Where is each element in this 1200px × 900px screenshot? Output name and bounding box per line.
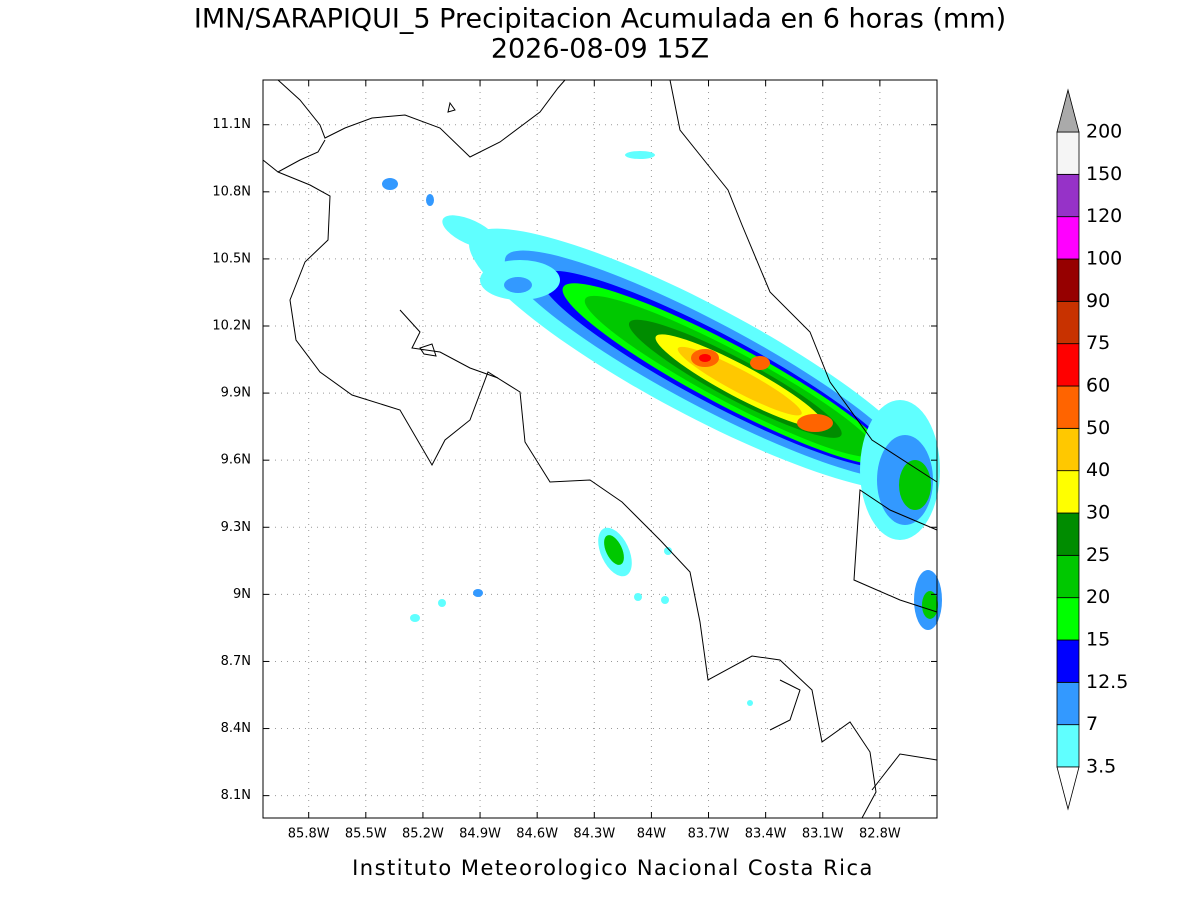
y-tick-label: 9.3N <box>221 520 251 535</box>
colorbar-label: 7 <box>1086 713 1098 735</box>
colorbar-segment <box>1056 131 1080 175</box>
x-tick-label: 84W <box>637 827 667 842</box>
colorbar-segment <box>1056 681 1080 726</box>
colorbar-segment <box>1056 597 1080 641</box>
title: IMN/SARAPIQUI_5 Precipitacion Acumulada … <box>194 4 1006 35</box>
x-tick-label: 84.9W <box>459 827 501 842</box>
colorbar-label: 60 <box>1086 375 1110 397</box>
x-tick-label: 83.4W <box>745 827 787 842</box>
colorbar-label: 75 <box>1086 332 1110 354</box>
x-tick-label: 85.5W <box>345 827 387 842</box>
axes: 85.8W 85.5W 85.2W 84.9W 84.6W 84.3W 84W 83.7W 83… <box>212 80 937 842</box>
x-tick-label: 83.7W <box>688 827 730 842</box>
subtitle: 2026-08-09 15Z <box>491 34 709 65</box>
colorbar-label: 40 <box>1086 459 1110 481</box>
colorbar-label: 30 <box>1086 502 1110 524</box>
colorbar-label: 25 <box>1086 544 1110 566</box>
colorbar-segment <box>1056 258 1080 302</box>
x-tick-label: 83.1W <box>802 827 844 842</box>
colorbar-segment <box>1056 300 1080 345</box>
x-tick-label: 85.8W <box>288 827 330 842</box>
colorbar-segment <box>1056 343 1080 387</box>
precipitation-field <box>382 151 942 706</box>
y-tick-label: 10.8N <box>212 184 251 199</box>
y-tick-label: 8.1N <box>221 788 251 803</box>
x-tick-label: 84.6W <box>516 827 558 842</box>
colorbar-label: 20 <box>1086 586 1110 608</box>
y-tick-label: 9.6N <box>221 453 251 468</box>
colorbar-segment <box>1056 385 1080 429</box>
x-tick-label: 84.3W <box>573 827 615 842</box>
y-tick-label: 9.9N <box>221 386 251 401</box>
y-tick-label: 10.5N <box>212 251 251 266</box>
footer: Instituto Meteorologico Nacional Costa R… <box>352 856 874 880</box>
y-tick-label: 11.1N <box>212 117 251 132</box>
colorbar-label: 100 <box>1086 248 1122 270</box>
colorbar-label: 15 <box>1086 629 1110 651</box>
x-tick-label: 82.8W <box>859 827 901 842</box>
colorbar-segment <box>1056 427 1080 472</box>
y-tick-label: 8.7N <box>221 654 251 669</box>
colorbar-label: 90 <box>1086 290 1110 312</box>
colorbar: 3.5 7 12.5 15 20 25 30 40 50 60 75 90 100 120 150 200 <box>1056 88 1128 811</box>
colorbar-over <box>1056 88 1080 133</box>
colorbar-label: 120 <box>1086 205 1122 227</box>
map-frame <box>262 79 938 819</box>
colorbar-label: 3.5 <box>1086 756 1116 778</box>
coastlines <box>262 79 938 819</box>
colorbar-segment <box>1056 554 1080 599</box>
colorbar-segment <box>1056 512 1080 556</box>
colorbar-segment <box>1056 639 1080 683</box>
colorbar-segment <box>1056 173 1080 218</box>
y-tick-label: 8.4N <box>221 721 251 736</box>
y-tick-label: 9N <box>233 587 251 602</box>
colorbar-segment <box>1056 470 1080 514</box>
colorbar-label: 200 <box>1086 121 1122 143</box>
colorbar-label: 12.5 <box>1086 671 1128 693</box>
y-tick-label: 10.2N <box>212 319 251 334</box>
colorbar-label: 50 <box>1086 417 1110 439</box>
colorbar-under <box>1056 766 1080 811</box>
x-tick-label: 85.2W <box>402 827 444 842</box>
colorbar-segment <box>1056 724 1080 768</box>
colorbar-label: 150 <box>1086 163 1122 185</box>
colorbar-segment <box>1056 216 1080 260</box>
